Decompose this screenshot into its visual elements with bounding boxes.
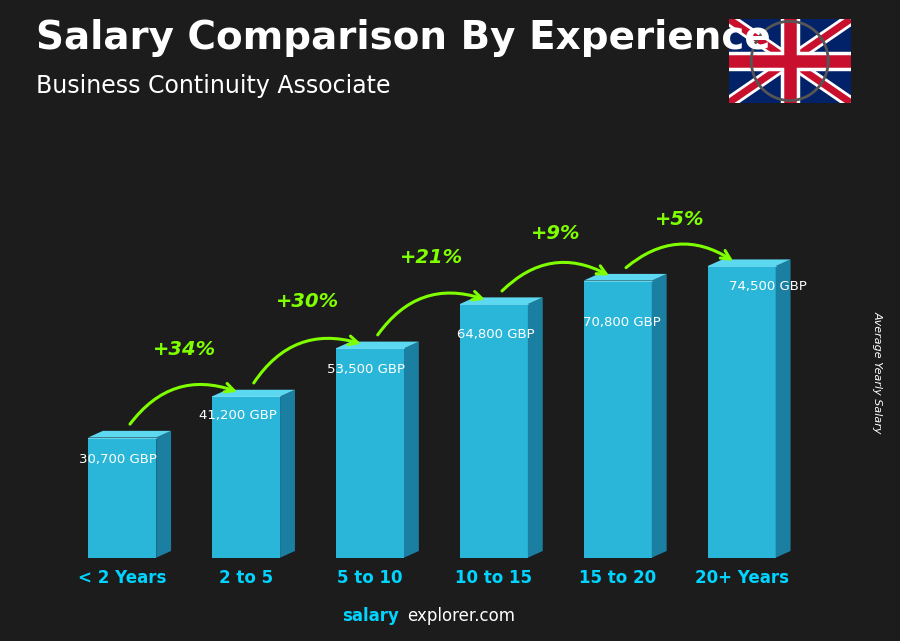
Text: +9%: +9% — [531, 224, 580, 244]
Text: Average Yearly Salary: Average Yearly Salary — [872, 310, 883, 433]
Polygon shape — [707, 266, 776, 558]
Polygon shape — [336, 348, 404, 558]
Text: +5%: +5% — [655, 210, 705, 229]
Text: +34%: +34% — [152, 340, 216, 359]
Polygon shape — [336, 342, 418, 348]
Polygon shape — [528, 297, 543, 558]
Polygon shape — [404, 342, 419, 558]
Text: +21%: +21% — [400, 248, 464, 267]
Polygon shape — [280, 390, 295, 558]
Polygon shape — [157, 431, 171, 558]
Text: 74,500 GBP: 74,500 GBP — [729, 280, 807, 293]
Polygon shape — [88, 438, 157, 558]
Text: 30,700 GBP: 30,700 GBP — [79, 453, 157, 465]
Text: 53,500 GBP: 53,500 GBP — [327, 363, 405, 376]
Text: 41,200 GBP: 41,200 GBP — [199, 410, 277, 422]
Polygon shape — [776, 260, 790, 558]
Polygon shape — [460, 297, 543, 304]
Polygon shape — [652, 274, 667, 558]
Polygon shape — [583, 281, 652, 558]
Text: +30%: +30% — [276, 292, 339, 311]
Text: salary: salary — [342, 607, 399, 625]
Text: 64,800 GBP: 64,800 GBP — [456, 328, 535, 341]
Text: Salary Comparison By Experience: Salary Comparison By Experience — [36, 19, 770, 57]
Text: explorer.com: explorer.com — [407, 607, 515, 625]
Text: 70,800 GBP: 70,800 GBP — [583, 315, 661, 329]
Polygon shape — [212, 396, 280, 558]
Polygon shape — [212, 390, 295, 396]
Polygon shape — [460, 304, 528, 558]
Polygon shape — [707, 260, 790, 266]
Polygon shape — [583, 274, 667, 281]
Polygon shape — [88, 431, 171, 438]
Text: Business Continuity Associate: Business Continuity Associate — [36, 74, 391, 97]
